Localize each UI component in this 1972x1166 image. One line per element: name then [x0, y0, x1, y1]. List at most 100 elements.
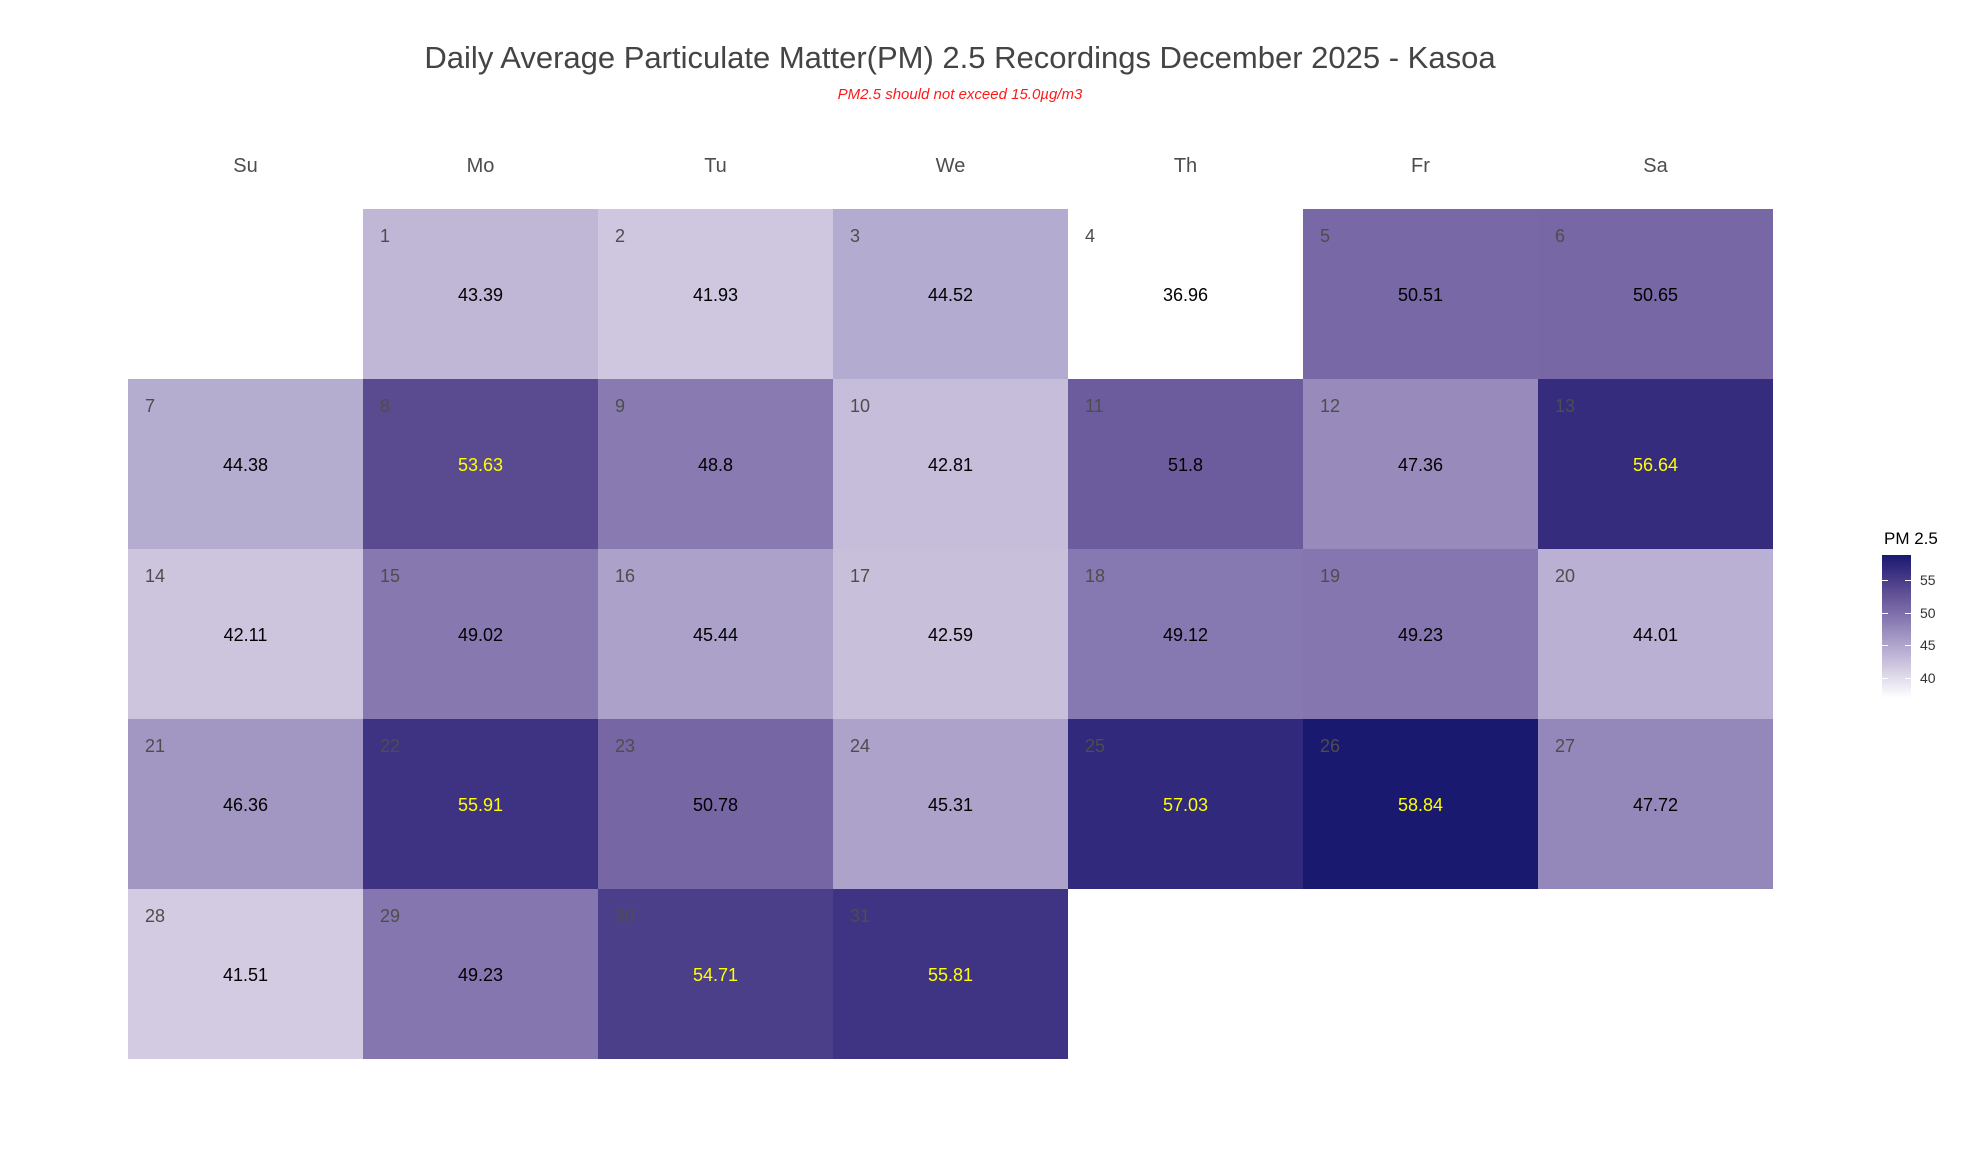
- calendar-cell: 23 50.78: [598, 719, 833, 889]
- legend-tick-mark: [1882, 678, 1888, 679]
- calendar-cell: 24 45.31: [833, 719, 1068, 889]
- pm-value-label: 49.02: [457, 625, 504, 645]
- day-number: 10: [850, 396, 871, 416]
- pm-value-label: 48.8: [697, 455, 734, 475]
- pm-value-label: 50.65: [1632, 285, 1679, 305]
- day-number: 21: [145, 736, 166, 756]
- legend-tick-mark: [1882, 645, 1888, 646]
- day-number: 17: [850, 566, 871, 586]
- day-number: 20: [1555, 566, 1576, 586]
- pm-value-label: 43.39: [457, 285, 504, 305]
- day-number: 19: [1320, 566, 1341, 586]
- legend-colorbar: [1882, 555, 1911, 698]
- calendar-cell: 16 45.44: [598, 549, 833, 719]
- legend-tick-mark: [1905, 645, 1911, 646]
- calendar-cell: 3 44.52: [833, 209, 1068, 379]
- day-number: 18: [1085, 566, 1106, 586]
- pm-value-label: 54.71: [692, 965, 739, 985]
- pm-value-label: 44.01: [1632, 625, 1679, 645]
- day-number: 29: [380, 906, 401, 926]
- legend-tick-mark: [1882, 580, 1888, 581]
- day-number: 2: [615, 226, 626, 246]
- pm-value-label: 42.81: [927, 455, 974, 475]
- pm-value-label: 42.11: [223, 625, 268, 645]
- weekday-header: Th: [1173, 155, 1198, 177]
- weekday-header: Mo: [466, 155, 495, 177]
- legend-tick-mark: [1905, 678, 1911, 679]
- calendar-cell: 4 36.96: [1068, 209, 1303, 379]
- pm-value-label: 49.23: [457, 965, 504, 985]
- legend-tick-mark: [1882, 613, 1888, 614]
- calendar-cell: 7 44.38: [128, 379, 363, 549]
- pm-value-label: 57.03: [1162, 795, 1209, 815]
- calendar-cell: 29 49.23: [363, 889, 598, 1059]
- day-number: 12: [1320, 396, 1341, 416]
- pm-value-label: 50.78: [692, 795, 739, 815]
- day-number: 8: [380, 396, 391, 416]
- calendar-cell: 1 43.39: [363, 209, 598, 379]
- calendar-cell: 17 42.59: [833, 549, 1068, 719]
- day-number: 23: [615, 736, 636, 756]
- calendar-cell: 12 47.36: [1303, 379, 1538, 549]
- calendar-cell: 25 57.03: [1068, 719, 1303, 889]
- calendar-cell: 15 49.02: [363, 549, 598, 719]
- pm-value-label: 44.38: [222, 455, 269, 475]
- calendar-cell: 22 55.91: [363, 719, 598, 889]
- day-number: 9: [615, 396, 626, 416]
- pm-value-label: 49.23: [1397, 625, 1444, 645]
- calendar-cell: 14 42.11: [128, 549, 363, 719]
- pm-value-label: 45.31: [927, 795, 974, 815]
- day-number: 5: [1320, 226, 1331, 246]
- calendar-cell: 2 41.93: [598, 209, 833, 379]
- legend-tick-label: 45: [1920, 637, 1936, 653]
- day-number: 22: [380, 736, 401, 756]
- day-number: 7: [145, 396, 156, 416]
- day-number: 6: [1555, 226, 1566, 246]
- pm-value-label: 55.81: [927, 965, 974, 985]
- calendar-cell: 26 58.84: [1303, 719, 1538, 889]
- day-number: 24: [850, 736, 871, 756]
- day-number: 27: [1555, 736, 1576, 756]
- day-number: 11: [1085, 396, 1104, 416]
- pm-value-label: 58.84: [1397, 795, 1444, 815]
- calendar-cell: 28 41.51: [128, 889, 363, 1059]
- calendar-cell: 27 47.72: [1538, 719, 1773, 889]
- pm-value-label: 53.63: [457, 455, 504, 475]
- chart-subtitle: PM2.5 should not exceed 15.0µg/m3: [837, 86, 1083, 103]
- day-number: 4: [1085, 226, 1096, 246]
- pm-value-label: 47.72: [1632, 795, 1679, 815]
- weekday-header: We: [935, 155, 966, 177]
- calendar-cell: 21 46.36: [128, 719, 363, 889]
- pm-value-label: 51.8: [1167, 455, 1204, 475]
- chart-title: Daily Average Particulate Matter(PM) 2.5…: [424, 40, 1496, 75]
- pm-value-label: 50.51: [1397, 285, 1444, 305]
- day-number: 13: [1555, 396, 1576, 416]
- day-number: 26: [1320, 736, 1341, 756]
- pm-value-label: 42.59: [927, 625, 974, 645]
- day-number: 28: [145, 906, 166, 926]
- day-number: 25: [1085, 736, 1106, 756]
- pm-value-label: 36.96: [1162, 285, 1209, 305]
- day-number: 3: [850, 226, 861, 246]
- calendar-cell: 8 53.63: [363, 379, 598, 549]
- day-number: 31: [850, 906, 871, 926]
- calendar-cell: 5 50.51: [1303, 209, 1538, 379]
- calendar-cell: 10 42.81: [833, 379, 1068, 549]
- pm-value-label: 55.91: [457, 795, 504, 815]
- calendar-cell: 6 50.65: [1538, 209, 1773, 379]
- weekday-header: Tu: [704, 155, 727, 177]
- legend-tick-label: 55: [1920, 572, 1936, 588]
- calendar-cell: 13 56.64: [1538, 379, 1773, 549]
- calendar-cell: 20 44.01: [1538, 549, 1773, 719]
- legend-title: PM 2.5: [1884, 529, 1938, 548]
- day-number: 1: [380, 226, 391, 246]
- calendar-cell: 31 55.81: [833, 889, 1068, 1059]
- pm-value-label: 49.12: [1162, 625, 1209, 645]
- calendar-cell: 19 49.23: [1303, 549, 1538, 719]
- pm-value-label: 47.36: [1397, 455, 1444, 475]
- weekday-header: Fr: [1411, 155, 1430, 177]
- legend-tick-mark: [1905, 580, 1911, 581]
- legend-tick-label: 50: [1920, 605, 1936, 621]
- legend-tick-mark: [1905, 613, 1911, 614]
- calendar-cell: 30 54.71: [598, 889, 833, 1059]
